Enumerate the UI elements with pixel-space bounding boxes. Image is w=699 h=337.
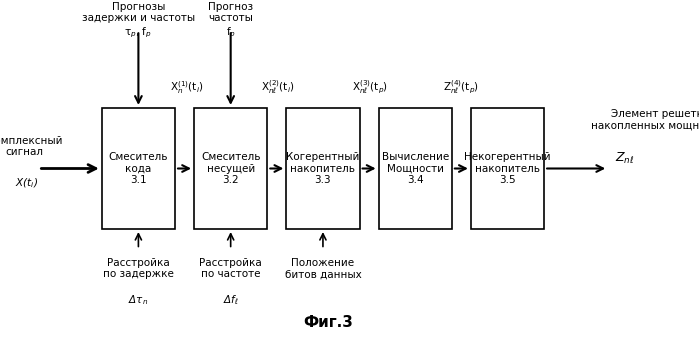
Text: Прогнозы
задержки и частоты: Прогнозы задержки и частоты — [82, 2, 195, 23]
Bar — [379, 108, 452, 229]
Text: τ$_p$, f$_p$: τ$_p$, f$_p$ — [124, 25, 152, 40]
Text: Когерентный
накопитель
3.3: Когерентный накопитель 3.3 — [287, 152, 359, 185]
Text: Вычисление
Мощности
3.4: Вычисление Мощности 3.4 — [382, 152, 449, 185]
Text: Расстройка
по частоте: Расстройка по частоте — [199, 258, 262, 279]
Text: Прогноз
частоты: Прогноз частоты — [208, 2, 253, 23]
Bar — [102, 108, 175, 229]
Text: Смеситель
несущей
3.2: Смеситель несущей 3.2 — [201, 152, 261, 185]
Text: Некогерентный
накопитель
3.5: Некогерентный накопитель 3.5 — [464, 152, 551, 185]
Text: Смеситель
кода
3.1: Смеситель кода 3.1 — [108, 152, 168, 185]
Bar — [194, 108, 267, 229]
Bar — [287, 108, 360, 229]
Text: X$^{(1)}_n$(t$_i$): X$^{(1)}_n$(t$_i$) — [170, 79, 203, 96]
Text: Δτ$_n$: Δτ$_n$ — [129, 293, 148, 307]
Text: Расстройка
по задержке: Расстройка по задержке — [103, 258, 174, 279]
Text: Положение
битов данных: Положение битов данных — [284, 258, 361, 279]
Text: X$^{(3)}_{n\ell}$(t$_p$): X$^{(3)}_{n\ell}$(t$_p$) — [352, 78, 388, 96]
Text: Z$^{(4)}_{n\ell}$(t$_p$): Z$^{(4)}_{n\ell}$(t$_p$) — [443, 78, 480, 96]
Text: X$^{(2)}_{n\ell}$(t$_i$): X$^{(2)}_{n\ell}$(t$_i$) — [261, 78, 294, 96]
Bar — [471, 108, 544, 229]
Text: Δf$_\ell$: Δf$_\ell$ — [223, 293, 238, 307]
Text: X(t$_i$): X(t$_i$) — [15, 177, 38, 190]
Text: f$_p$: f$_p$ — [226, 25, 236, 40]
Text: Комплексный
сигнал: Комплексный сигнал — [0, 136, 62, 157]
Text: Фиг.3: Фиг.3 — [303, 315, 354, 330]
Text: Элемент решетки
накопленных мощностей: Элемент решетки накопленных мощностей — [591, 109, 699, 130]
Text: Z$_{n\ell}$: Z$_{n\ell}$ — [615, 151, 635, 166]
